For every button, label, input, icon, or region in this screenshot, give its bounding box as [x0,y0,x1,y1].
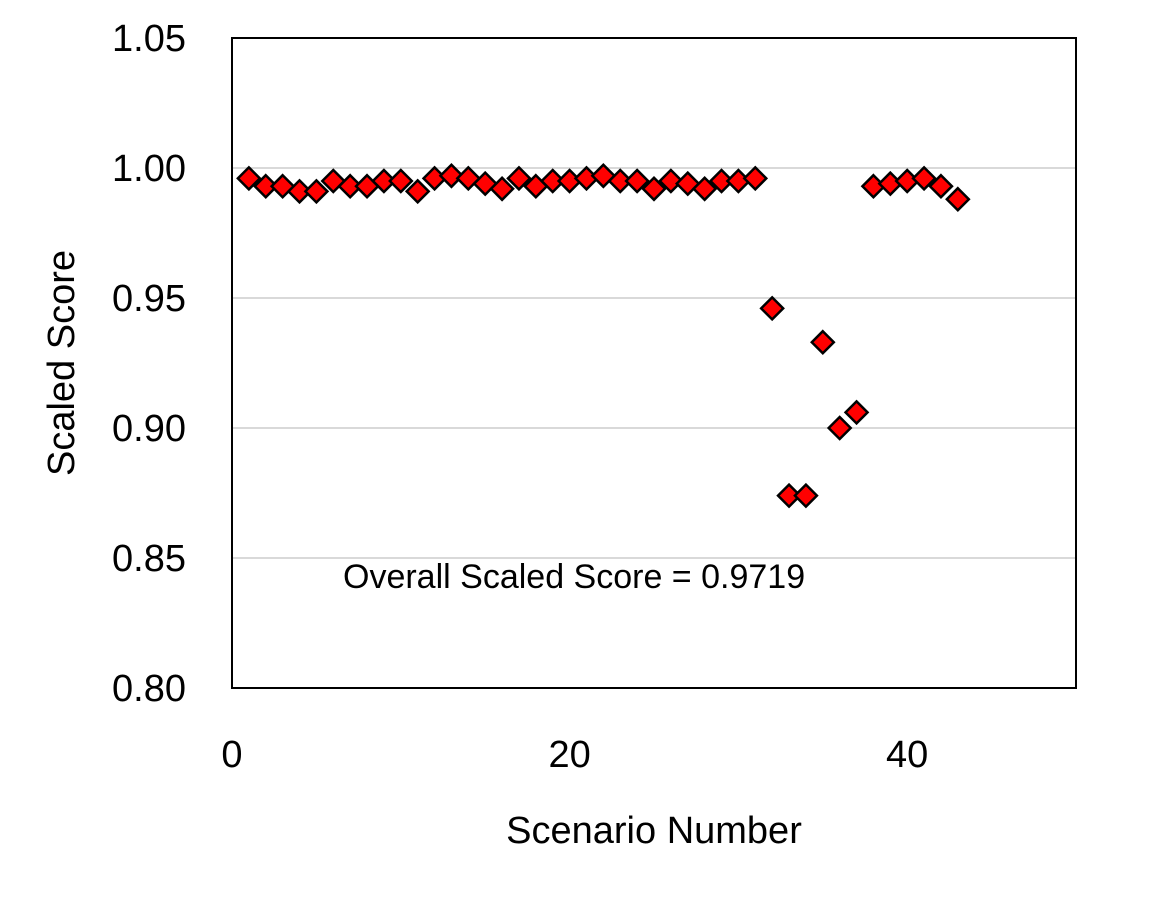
plot-area-frame [231,37,1077,689]
data-points [236,163,971,509]
y-tick-label: 1.05 [112,18,186,60]
x-tick-label: 0 [221,734,242,776]
data-point-scenario-7 [337,173,363,199]
data-point-scenario-31 [742,165,769,192]
data-point-scenario-37 [843,399,870,426]
data-point-scenario-16 [489,176,515,202]
data-point-scenario-42 [928,173,954,199]
data-point-scenario-41 [911,165,937,192]
overall-score-annotation: Overall Scaled Score = 0.9719 [343,558,805,596]
data-point-scenario-35 [810,329,836,355]
data-point-scenario-13 [438,163,465,189]
data-point-scenario-23 [607,168,634,194]
data-point-scenario-10 [388,168,414,194]
y-tick-label: 0.85 [112,538,186,580]
y-tick-label: 0.90 [112,408,186,450]
data-point-scenario-19 [539,168,566,194]
data-point-scenario-34 [793,482,819,509]
data-point-scenario-26 [658,168,684,194]
y-tick-label: 0.80 [112,668,186,710]
data-point-scenario-32 [759,295,785,322]
data-point-scenario-2 [252,173,279,199]
data-point-scenario-17 [506,165,532,192]
x-tick-label: 40 [886,734,928,776]
y-tick-label: 1.00 [112,148,186,190]
data-point-scenario-24 [624,168,650,194]
y-tick-label: 0.95 [112,278,186,320]
data-point-scenario-28 [691,176,718,202]
data-point-scenario-33 [776,482,802,509]
x-tick-label: 20 [548,734,590,776]
x-tick-labels: 0 20 40 [221,734,928,776]
data-point-scenario-5 [303,178,330,205]
data-point-scenario-43 [945,186,971,212]
x-axis-title: Scenario Number [506,810,802,852]
data-point-scenario-11 [404,178,431,205]
data-point-scenario-4 [286,178,313,205]
y-tick-labels: 0.80 0.85 0.90 0.95 1.00 1.05 [112,18,186,710]
data-point-scenario-36 [826,415,853,441]
data-point-scenario-9 [371,168,397,194]
grid-layer [232,167,1076,559]
data-point-scenario-29 [708,168,735,194]
data-point-scenario-1 [236,165,262,192]
y-axis-title: Scaled Score [41,250,83,476]
data-point-scenario-25 [641,176,667,202]
